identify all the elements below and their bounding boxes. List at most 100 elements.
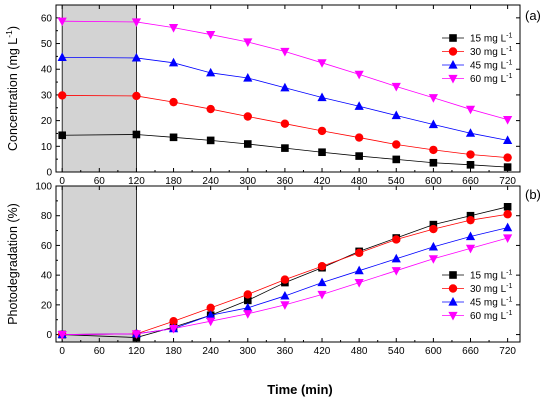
data-point (503, 203, 512, 211)
y-tick-label: 40 (41, 65, 53, 76)
data-point (317, 59, 327, 68)
y-tick-label: 60 (41, 13, 53, 24)
data-point (57, 17, 67, 27)
data-point (57, 330, 67, 340)
y-tick-label: 60 (41, 241, 53, 252)
legend-marker (449, 271, 457, 279)
y-tick-label: 0 (46, 168, 52, 179)
x-tick-label: 120 (128, 176, 145, 187)
x-tick-label: 660 (462, 346, 479, 357)
legend-label-sup: -1 (506, 73, 512, 80)
data-point (131, 18, 142, 27)
data-point (57, 52, 67, 62)
legend-label-main: 60 mg L (470, 311, 507, 322)
data-point (243, 72, 253, 82)
data-point (280, 47, 290, 57)
data-point (206, 303, 215, 313)
legend-label: 60 mg L-1 (470, 310, 512, 322)
data-point (280, 290, 290, 300)
data-point (243, 38, 253, 47)
data-point (169, 133, 178, 142)
data-point (391, 82, 401, 92)
data-point (503, 115, 513, 125)
legend-label-sup: -1 (506, 297, 512, 304)
data-point (428, 241, 438, 251)
data-point (243, 290, 252, 299)
data-point (465, 244, 476, 254)
data-point (131, 52, 142, 62)
data-point (168, 24, 179, 33)
legend-label-main: 15 mg L (470, 34, 507, 45)
data-point (355, 152, 363, 160)
data-point (429, 224, 438, 234)
x-tick-label: 0 (59, 346, 65, 357)
y-tick-label: 20 (41, 116, 53, 127)
x-tick-label: 420 (314, 346, 331, 357)
legend-label-sup: -1 (506, 60, 512, 67)
panel-b-photodegradation: 0 60 120 180 240 300 360 420 480 540 600 660 720 0 20 4… (6, 182, 541, 358)
data-point (206, 310, 216, 319)
data-point (58, 131, 66, 140)
data-point (317, 262, 327, 271)
data-point (57, 91, 67, 100)
data-point (168, 57, 179, 67)
data-point (391, 253, 401, 263)
data-point (132, 91, 141, 101)
legend-marker (448, 297, 458, 306)
y-tick-label: 100 (35, 182, 52, 193)
series-line (62, 206, 508, 338)
legend-marker (448, 47, 458, 56)
legend-marker (448, 311, 458, 321)
legend-label-sup: -1 (506, 33, 512, 40)
y-tick-label: 0 (46, 330, 52, 341)
x-tick-label: 420 (314, 176, 331, 187)
legend-label: 45 mg L-1 (470, 60, 512, 72)
legend-label-main: 60 mg L (470, 74, 507, 85)
panel-letter: (a) (525, 8, 541, 23)
legend-marker (448, 60, 458, 69)
data-point (206, 317, 216, 327)
data-point (280, 119, 290, 128)
legend-marker (448, 74, 458, 84)
data-point (243, 112, 252, 121)
data-point (354, 70, 364, 80)
data-point (429, 158, 438, 167)
x-tick-label: 180 (165, 346, 182, 357)
plot-frame (55, 185, 521, 343)
legend-marker (448, 284, 458, 293)
y-axis-label-sup: -1 (4, 30, 14, 38)
data-point (243, 310, 253, 319)
x-tick-label: 60 (94, 346, 106, 357)
data-point (354, 101, 364, 110)
x-tick-label: 480 (351, 346, 368, 357)
x-tick-label: 360 (277, 346, 294, 357)
x-tick-label: 600 (425, 176, 442, 187)
x-tick-label: 180 (165, 176, 182, 187)
data-point (466, 211, 475, 220)
legend-label-main: 45 mg L (470, 298, 507, 309)
legend-label: 15 mg L-1 (470, 270, 512, 282)
legend-label: 45 mg L-1 (470, 297, 512, 309)
y-axis-label: Photodegradation (%) (6, 203, 20, 325)
series-line (62, 20, 508, 120)
y-tick-label: 80 (41, 211, 53, 222)
data-point (428, 94, 438, 103)
data-point (317, 290, 327, 300)
x-tick-label: 720 (499, 346, 516, 357)
data-point (391, 110, 401, 120)
dark-period-shading (62, 186, 137, 342)
dark-period-shading (62, 5, 137, 172)
panel-a-concentration: 0 60 120 180 240 300 360 420 480 540 600 660 720 0 10 2… (4, 4, 541, 187)
data-point (429, 220, 438, 229)
series-line (62, 57, 508, 141)
data-point (503, 210, 512, 219)
data-point (392, 235, 401, 244)
data-point (466, 161, 475, 169)
data-point (169, 97, 178, 107)
data-point (168, 325, 179, 334)
series-line (62, 237, 508, 335)
data-point (206, 136, 215, 145)
legend-label-sup: -1 (506, 310, 512, 317)
legend-label-main: 30 mg L (470, 284, 507, 295)
